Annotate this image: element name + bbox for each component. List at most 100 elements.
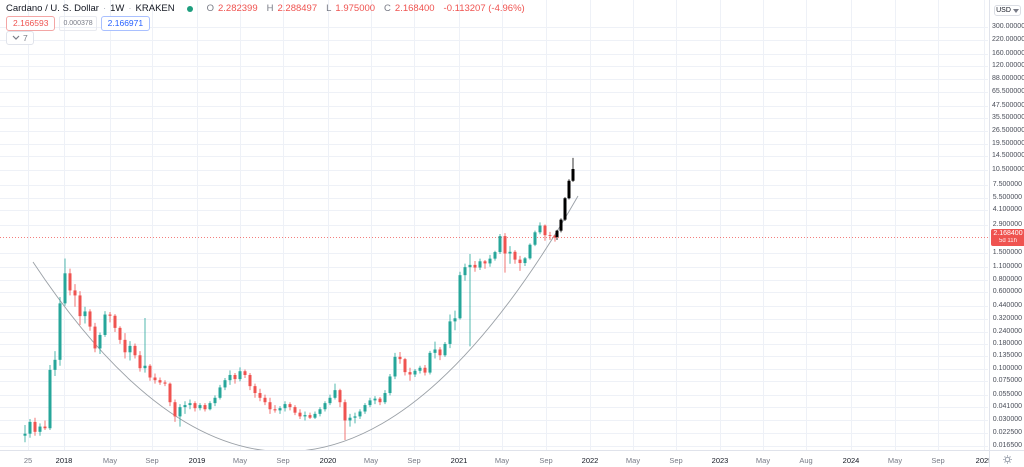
candle-body (153, 377, 157, 381)
candle-body (298, 412, 302, 417)
price-axis-label: 7.500000 (992, 180, 1022, 188)
bar-close-countdown: 5d 11h (999, 237, 1017, 244)
current-price-value: 2.168400 (993, 229, 1023, 237)
price-axis[interactable]: USD 300.000000 220.000000 160.000000 120.00… (989, 0, 1024, 450)
time-axis-label: May (232, 456, 248, 465)
candle-body (238, 371, 242, 380)
low-value: 1.975000 (335, 3, 376, 14)
chevron-down-icon (12, 35, 20, 40)
market-status-icon[interactable] (186, 5, 193, 12)
candle-body (443, 343, 447, 356)
open-label: O (206, 3, 214, 14)
candle-body (493, 252, 497, 259)
time-axis-label: May (102, 456, 118, 465)
candle-body (353, 416, 357, 418)
candle-body (78, 295, 82, 317)
candle-body (338, 390, 342, 403)
candle-body (508, 251, 512, 254)
time-axis-label: 2020 (319, 456, 337, 465)
price-axis-label: 0.135000 (992, 352, 1022, 360)
candle-body (83, 311, 87, 317)
object-count: 7 (23, 33, 28, 43)
price-axis-label: 65.500000 (992, 88, 1024, 95)
sell-button[interactable]: 2.166593 (6, 16, 56, 31)
candle-body (413, 370, 417, 375)
candle-body (293, 407, 297, 413)
price-axis-label: 0.022500 (992, 428, 1022, 436)
time-axis-label: 2023 (711, 456, 729, 465)
symbol-legend[interactable]: Cardano / U. S. Dollar · 1W · KRAKEN O 2.… (6, 3, 525, 14)
price-axis-label: 0.100000 (992, 365, 1022, 373)
candle-body (138, 355, 142, 369)
candle-body (368, 400, 372, 406)
candle-body (458, 275, 462, 319)
candle-body (93, 326, 97, 349)
candle-body (378, 398, 382, 403)
interval-label[interactable]: 1W (110, 3, 125, 14)
candle-body (193, 403, 197, 409)
price-axis-label: 0.320000 (992, 315, 1022, 323)
candle-body (363, 405, 367, 412)
price-axis-label: 14.500000 (992, 152, 1024, 160)
candle-body (58, 303, 62, 360)
buy-button[interactable]: 2.166971 (100, 16, 151, 31)
price-axis-label: 0.180000 (992, 339, 1022, 347)
candle-body (178, 407, 182, 417)
candle-body (278, 408, 282, 411)
candle-body (23, 433, 27, 436)
time-axis-label: 2024 (842, 456, 860, 465)
time-axis-label: May (625, 456, 641, 465)
candle-body (148, 365, 152, 378)
candle-body (498, 236, 502, 253)
candle-body (348, 417, 352, 421)
candle-body (243, 371, 247, 375)
candle-body (343, 402, 347, 421)
time-axis-label: 2021 (450, 456, 468, 465)
candle-body (518, 259, 522, 264)
price-axis-label: 4.100000 (992, 206, 1022, 214)
change-value: -0.113207 (-4.96%) (443, 3, 525, 14)
candle-body (373, 398, 377, 401)
separator: · (102, 3, 107, 14)
candle-body (98, 334, 102, 349)
price-axis-label: 0.055000 (992, 390, 1022, 398)
candle-body (328, 397, 332, 404)
candle-body (48, 369, 52, 429)
candle-body (333, 390, 337, 398)
candle-body (133, 345, 137, 356)
instant-trade-panel: 2.166593 0.000378 2.166971 (6, 16, 151, 31)
candle-body (248, 374, 252, 387)
candle-body (43, 426, 47, 429)
price-axis-label: 0.016500 (992, 442, 1022, 449)
axis-settings-corner[interactable] (989, 450, 1024, 467)
candle-body (555, 230, 559, 237)
candle-body (73, 290, 77, 296)
price-axis-label: 1.500000 (992, 249, 1022, 257)
exchange-label: KRAKEN (135, 3, 175, 14)
candle-body (228, 374, 232, 381)
time-axis-label: May (363, 456, 379, 465)
candle-body (113, 315, 117, 328)
symbol-name[interactable]: Cardano / U. S. Dollar (6, 3, 99, 14)
candle-body (208, 403, 212, 410)
price-axis-label: 26.500000 (992, 126, 1024, 134)
candle-body (403, 359, 407, 373)
time-axis-label: Sep (276, 456, 290, 465)
candle-body (488, 258, 492, 264)
price-axis-label: 0.800000 (992, 276, 1022, 284)
currency-selector[interactable]: USD (994, 5, 1021, 16)
time-axis-label: Aug (799, 456, 813, 465)
price-axis-label: 47.500000 (992, 101, 1024, 109)
price-axis-label: 300.000000 (992, 23, 1024, 30)
candle-body (258, 393, 262, 398)
candle-body (528, 244, 532, 259)
candle-body (468, 264, 472, 268)
object-tree-toggle[interactable]: 7 (6, 31, 34, 45)
candle-body (473, 264, 477, 268)
spread-value: 0.000378 (59, 16, 97, 31)
high-label: H (266, 3, 274, 14)
time-axis-label: Sep (407, 456, 421, 465)
time-axis[interactable]: 25 2018 May Sep 2019 May Sep 2020 May Sep 2021 May S… (0, 450, 992, 467)
candle-body (203, 405, 207, 410)
